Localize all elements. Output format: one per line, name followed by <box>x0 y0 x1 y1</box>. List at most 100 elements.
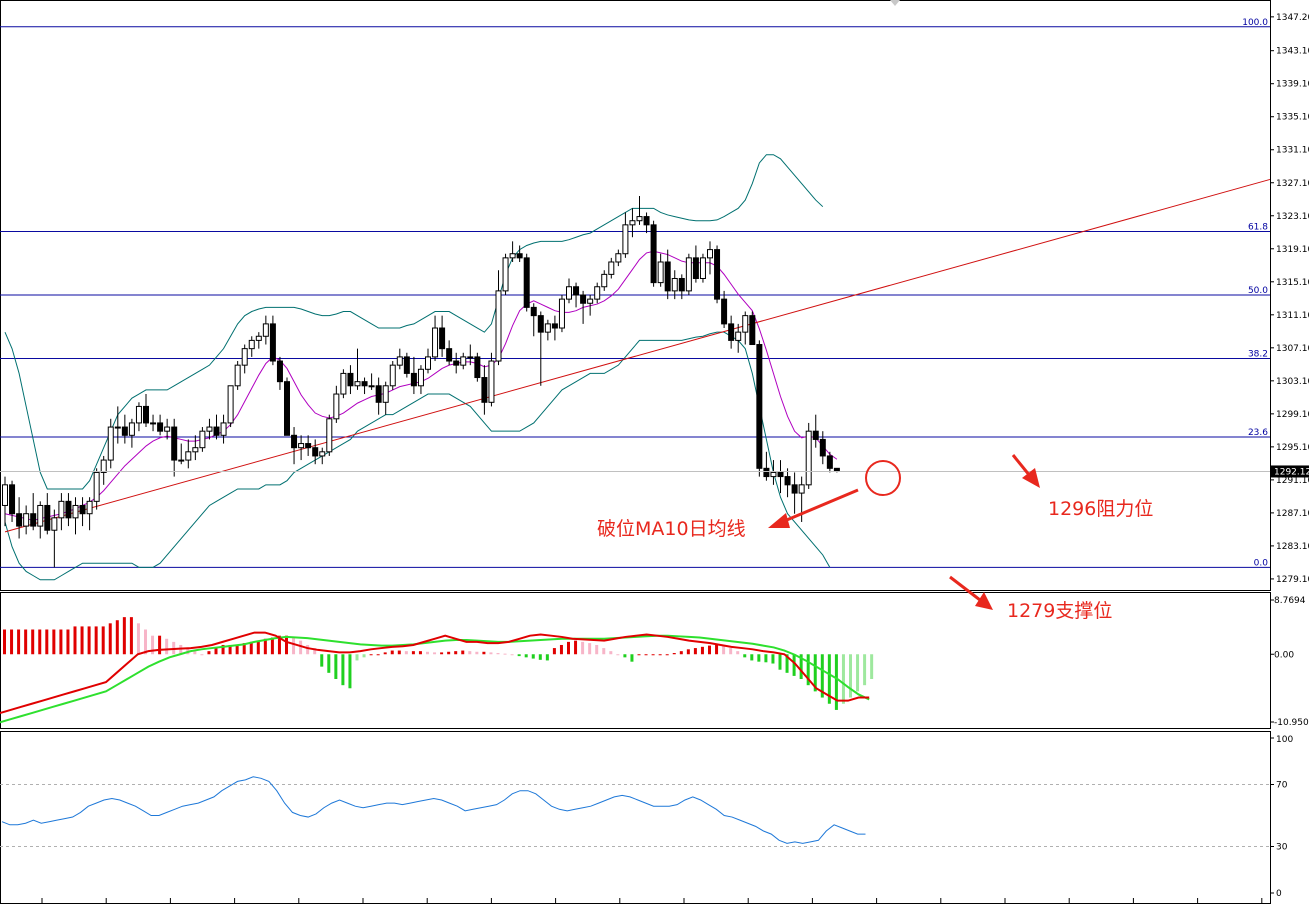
macd-histogram-bar <box>531 654 535 659</box>
macd-histogram-bar <box>588 643 592 655</box>
macd-histogram-bar <box>193 651 197 655</box>
macd-histogram-bar <box>841 654 845 704</box>
candle <box>432 315 439 362</box>
candle <box>791 472 798 514</box>
candle <box>650 220 657 287</box>
candle <box>65 493 72 527</box>
macd-histogram-bar <box>736 651 740 655</box>
macd-histogram-bar <box>221 644 225 655</box>
macd-histogram-bar <box>517 654 521 657</box>
macd-histogram-bar <box>658 654 662 656</box>
candle <box>375 377 382 415</box>
candle <box>446 340 453 366</box>
price-tick-label: 1339.10 <box>1276 80 1309 90</box>
candle <box>347 365 354 395</box>
current-price-box <box>1271 465 1309 478</box>
candle <box>114 406 121 444</box>
candle <box>16 497 23 539</box>
candle <box>164 418 171 440</box>
macd-histogram-bar <box>306 644 310 655</box>
price-tick-label: 1343.10 <box>1276 47 1309 57</box>
candle <box>396 348 403 370</box>
candle <box>664 249 671 300</box>
fib-label: 50.0 <box>1248 286 1268 296</box>
candle <box>107 418 114 469</box>
macd-histogram-bar <box>94 626 98 655</box>
candle <box>516 245 523 262</box>
fib-label: 0.0 <box>1254 558 1269 568</box>
macd-histogram-bar <box>503 653 507 655</box>
macd-histogram-bar <box>729 648 733 655</box>
candle <box>121 414 128 444</box>
rsi-indicator <box>0 776 1270 847</box>
macd-histogram-bar <box>757 654 761 662</box>
macd-histogram-bar <box>489 652 493 655</box>
rsi-tick-label: 100 <box>1276 735 1293 745</box>
candle <box>643 212 650 234</box>
macd-histogram-bar <box>468 651 472 655</box>
macd-histogram-bar <box>158 635 162 655</box>
candle <box>333 385 340 423</box>
macd-histogram-bar <box>320 654 324 667</box>
candle <box>220 414 227 444</box>
candle <box>749 311 756 346</box>
macd-histogram-bar <box>235 644 239 655</box>
price-tick-label: 1291.10 <box>1276 476 1309 486</box>
candle <box>199 427 206 452</box>
candle <box>58 493 65 531</box>
macd-histogram-bar <box>200 654 204 656</box>
candle <box>629 208 636 238</box>
candle <box>615 249 622 267</box>
macd-histogram-bar <box>750 654 754 661</box>
candle <box>178 443 185 465</box>
candle <box>269 315 276 366</box>
candle <box>467 344 474 366</box>
rsi-line <box>1 776 866 844</box>
price-tick-label: 1319.10 <box>1276 245 1309 255</box>
fib-label: 100.0 <box>1242 18 1268 28</box>
candle <box>488 352 495 407</box>
macd-histogram-bar <box>369 654 373 656</box>
macd-histogram-bar <box>144 629 147 655</box>
candle <box>777 460 784 494</box>
time-axis-ticks <box>41 898 1263 904</box>
candle <box>636 195 643 225</box>
macd-histogram-bar <box>411 651 415 655</box>
macd-histogram-bar <box>426 651 429 655</box>
candle <box>502 253 509 295</box>
candle <box>382 381 389 415</box>
macd-histogram-bar <box>609 651 613 655</box>
macd-histogram-bar <box>228 644 232 655</box>
macd-histogram-bar <box>151 635 155 655</box>
macd-histogram-bar <box>52 629 56 655</box>
macd-histogram-bar <box>799 654 803 679</box>
macd-histogram-bar <box>122 617 126 655</box>
macd-histogram-bar <box>595 644 599 655</box>
candle <box>298 435 305 461</box>
macd-histogram-bar <box>771 654 775 664</box>
candle <box>51 509 58 568</box>
candle <box>44 493 51 535</box>
macd-histogram-bar <box>538 654 542 660</box>
macd-signal-line <box>0 634 870 724</box>
macd-histogram-bar <box>834 654 838 710</box>
candle <box>227 385 234 428</box>
macd-tick-label: 0.00 <box>1274 650 1294 660</box>
macd-histogram-bar <box>115 620 119 655</box>
candle <box>403 352 410 378</box>
macd-histogram-bar <box>17 629 21 655</box>
candle <box>805 422 812 489</box>
macd-histogram-bar <box>327 654 331 673</box>
candle <box>523 253 530 312</box>
candle <box>530 303 537 337</box>
macd-histogram-bar <box>242 643 246 655</box>
candle <box>9 480 16 522</box>
candle <box>622 212 629 258</box>
macd-histogram-bar <box>870 654 874 679</box>
candle <box>213 414 220 440</box>
macd-histogram-bar <box>686 649 690 655</box>
highlight-circle <box>865 460 901 496</box>
candle <box>770 460 777 485</box>
candle <box>573 282 580 308</box>
price-tick-label: 1307.10 <box>1276 344 1309 354</box>
